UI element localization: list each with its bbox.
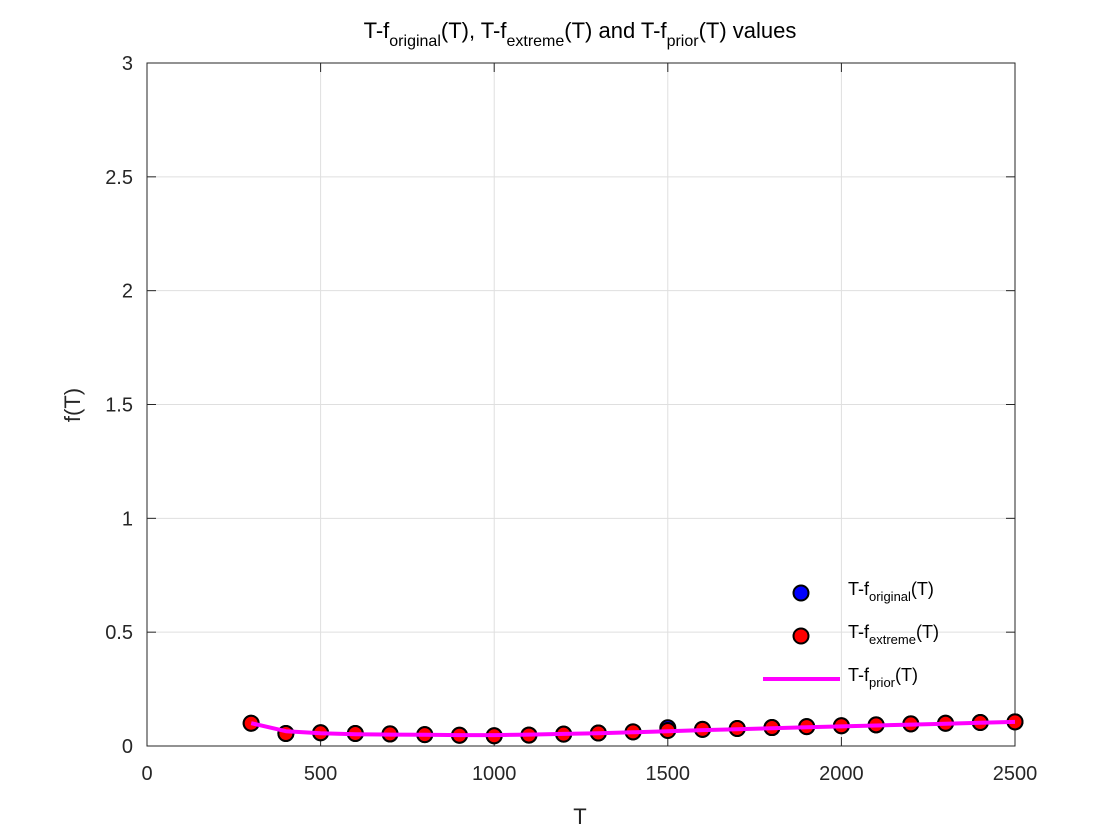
y-tick-label: 0 (122, 736, 133, 758)
legend-marker-extreme (792, 627, 810, 645)
x-tick-label: 0 (141, 763, 152, 785)
legend-item-original: T-foriginal(T) (792, 579, 934, 604)
y-tick-label: 0.5 (105, 622, 133, 644)
y-tick-label: 2 (122, 281, 133, 303)
subscript-text: original (389, 33, 441, 50)
subscript-text: prior (667, 33, 700, 50)
text-segment: T-f (848, 622, 870, 642)
legend-item-extreme: T-fextreme(T) (792, 622, 939, 647)
text-segment: (T), T-f (441, 18, 507, 43)
subscript-text: prior (869, 675, 896, 690)
text-segment: (T) values (699, 18, 797, 43)
x-tick-label: 2500 (993, 763, 1038, 785)
x-tick-label: 2000 (819, 763, 864, 785)
y-tick-label: 1.5 (105, 395, 133, 417)
y-tick-label: 3 (122, 53, 133, 75)
text-segment: T-f (848, 579, 870, 599)
subscript-text: extreme (506, 33, 564, 50)
series-prior-line (250, 719, 1016, 738)
legend-marker-original (792, 584, 810, 602)
legend-item-prior: T-fprior(T) (763, 665, 918, 690)
x-tick-label: 500 (304, 763, 337, 785)
y-axis-label: f(T) (60, 388, 85, 422)
data-series (242, 713, 1024, 745)
grid (147, 63, 1015, 746)
tick-labels: 0 500 1000 1500 2000 2500 0 0.5 1 1.5 2 2.5 3 (105, 53, 1037, 785)
subscript-text: extreme (869, 632, 916, 647)
legend-label-original: T-foriginal(T) (848, 579, 934, 604)
text-segment: (T) and T-f (564, 18, 667, 43)
subscript-text: original (869, 589, 911, 604)
chart-title: T-foriginal(T), T-fextreme(T) and T-fpri… (364, 18, 797, 50)
legend-label-extreme: T-fextreme(T) (848, 622, 939, 647)
text-segment: (T) (911, 579, 934, 599)
y-tick-label: 2.5 (105, 167, 133, 189)
x-tick-label: 1500 (646, 763, 691, 785)
text-segment: T-f (848, 665, 870, 685)
legend: T-foriginal(T)T-fextreme(T)T-fprior(T) (763, 579, 939, 690)
y-tick-label: 1 (122, 508, 133, 530)
x-axis-label: T (573, 804, 586, 829)
text-segment: (T) (895, 665, 918, 685)
text-segment: (T) (916, 622, 939, 642)
x-tick-label: 1000 (472, 763, 517, 785)
text-segment: T-f (364, 18, 391, 43)
legend-label-prior: T-fprior(T) (848, 665, 918, 690)
